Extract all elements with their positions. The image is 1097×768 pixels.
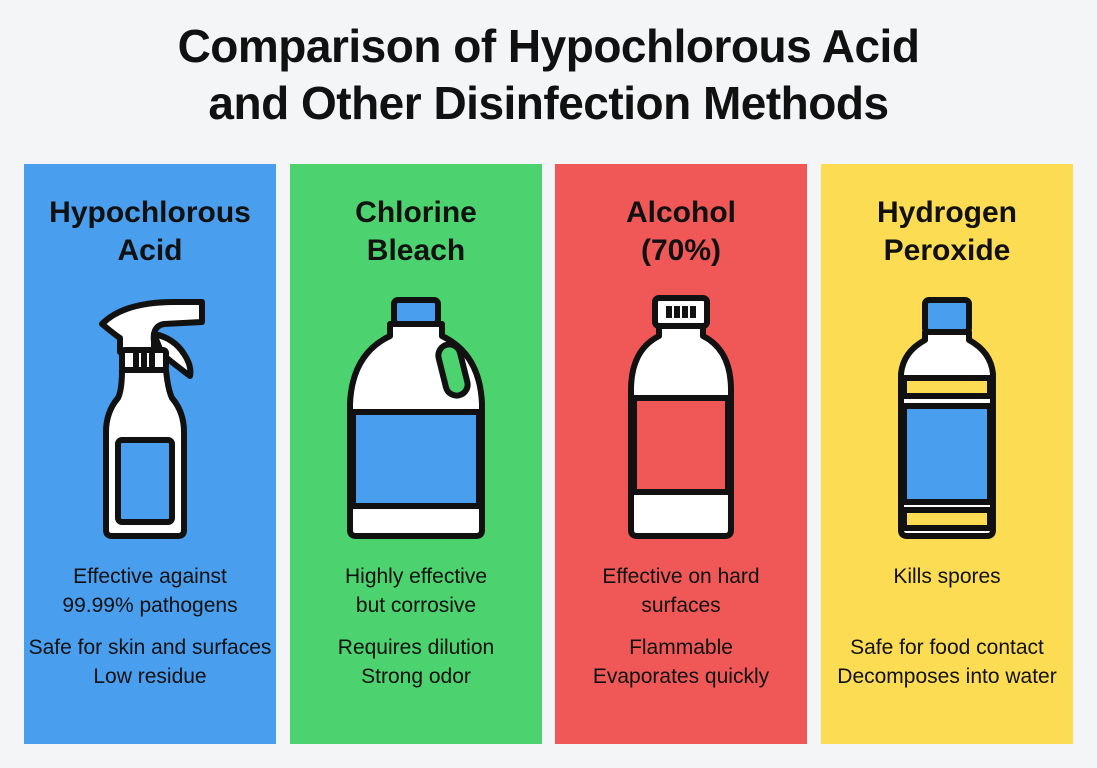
fact-line: Decomposes into water (837, 665, 1057, 688)
fact-line: surfaces (641, 594, 721, 617)
card-title: Hypochlorous Acid (24, 194, 276, 270)
card-facts: Effective on hard surfaces Flammable Eva… (555, 562, 807, 691)
fact-line: Effective against (73, 565, 227, 588)
card-chlorine-bleach: Chlorine Bleach Highly effective but cor… (290, 164, 542, 744)
fact-line: Kills spores (893, 565, 1001, 588)
card-alcohol: Alcohol (70%) Effective on hard surfaces… (555, 164, 807, 744)
card-title: Hydrogen Peroxide (821, 194, 1073, 270)
card-title: Alcohol (70%) (555, 194, 807, 270)
peroxide-bottle-icon (898, 297, 996, 539)
alcohol-bottle-icon (628, 295, 734, 539)
card-title-line-2: Peroxide (883, 234, 1011, 267)
card-title-line-2: Acid (117, 234, 183, 267)
fact-line: Highly effective (344, 565, 488, 588)
jug-bottle-icon (347, 297, 485, 539)
fact-line: Strong odor (361, 665, 471, 688)
card-hydrogen-peroxide: Hydrogen Peroxide Kills spores Safe for … (821, 164, 1073, 744)
card-facts: Highly effective but corrosive Requires … (290, 562, 542, 691)
card-hypochlorous-acid: Hypochlorous Acid Effective against 99.9… (24, 164, 276, 744)
title-line-2: and Other Disinfection Methods (208, 77, 889, 129)
card-title-line-2: Bleach (366, 234, 466, 267)
card-title-line-1: Hydrogen (876, 196, 1017, 229)
fact-line: 99.99% pathogens (62, 594, 238, 617)
card-title-line-1: Chlorine (355, 196, 477, 229)
fact-line: Safe for skin and surfaces (28, 636, 272, 659)
card-title-line-1: Hypochlorous (49, 196, 251, 229)
fact-line: Requires dilution (337, 636, 495, 659)
fact-line: Effective on hard (602, 565, 760, 588)
card-facts: Effective against 99.99% pathogens Safe … (24, 562, 276, 691)
card-title-line-1: Alcohol (626, 196, 736, 229)
fact-line: Safe for food contact (850, 636, 1044, 659)
card-title-line-2: (70%) (640, 234, 722, 267)
fact-line: but corrosive (355, 594, 477, 617)
card-title: Chlorine Bleach (290, 194, 542, 270)
spray-bottle-icon (99, 299, 205, 539)
fact-line: Low residue (93, 665, 207, 688)
card-facts: Kills spores Safe for food contact Decom… (821, 562, 1073, 691)
fact-line: Evaporates quickly (592, 665, 770, 688)
page-title: Comparison of Hypochlorous Acid and Othe… (0, 18, 1097, 132)
title-line-1: Comparison of Hypochlorous Acid (177, 20, 920, 72)
fact-line: Flammable (629, 636, 733, 659)
